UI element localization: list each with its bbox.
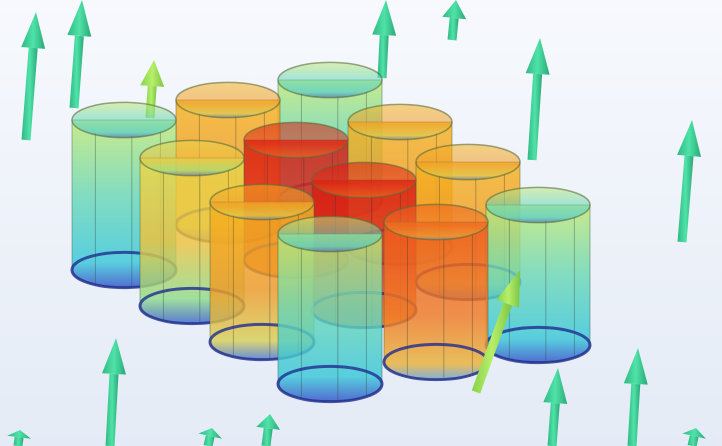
arrow-head: [256, 414, 281, 430]
flow-arrow: [372, 0, 397, 79]
arrow-shaft: [105, 373, 119, 446]
cylinder-top-cap: [209, 183, 315, 221]
cylinder-hot: [382, 203, 490, 382]
flow-arrow: [7, 430, 32, 446]
flow-arrow: [682, 428, 706, 446]
flow-arrows-front: [7, 270, 706, 446]
cylinder-top-cap: [311, 161, 417, 199]
cylinder-bottom-rim: [276, 364, 384, 404]
arrow-head: [682, 428, 706, 439]
arrow-shaft: [471, 302, 513, 394]
cylinder-top-cap: [347, 103, 453, 141]
flow-arrow: [256, 414, 281, 446]
arrow-head: [677, 120, 702, 157]
arrow-shaft: [687, 435, 699, 446]
cylinder-top-cap: [243, 121, 349, 159]
cylinder-top-cap: [71, 101, 177, 139]
arrow-head: [140, 60, 165, 87]
arrow-head: [543, 368, 568, 405]
arrow-head: [67, 0, 92, 37]
flow-arrow: [21, 12, 46, 141]
arrow-shaft: [377, 34, 389, 79]
arrow-shaft: [627, 383, 641, 446]
arrow-shaft: [21, 47, 38, 141]
flow-arrow: [67, 0, 92, 109]
cylinder-cold: [484, 186, 592, 365]
flow-arrow: [677, 120, 702, 243]
cylinder-cold: [276, 215, 384, 404]
arrow-head: [102, 338, 126, 375]
flow-arrow: [102, 338, 126, 446]
flow-arrow-highlighted: [471, 270, 520, 394]
flow-arrow: [623, 348, 648, 446]
arrow-shaft: [677, 155, 694, 243]
arrow-head: [496, 270, 520, 308]
arrow-head: [525, 38, 550, 75]
arrow-shaft: [527, 73, 543, 161]
arrow-shaft: [447, 17, 459, 41]
arrow-shaft: [69, 35, 84, 109]
cylinder-top-cap: [383, 203, 489, 241]
arrow-head: [7, 430, 32, 439]
arrow-head: [198, 428, 222, 439]
flow-arrow: [442, 0, 467, 41]
flow-arrow: [543, 368, 568, 446]
heated-cylinder-array: [70, 61, 592, 404]
arrow-head: [442, 0, 467, 20]
arrow-head: [623, 348, 648, 385]
arrow-shaft: [203, 435, 215, 446]
arrow-head: [372, 0, 397, 36]
cylinder-top-cap: [485, 186, 591, 224]
cylinder-top-cap: [277, 61, 383, 99]
arrow-shaft: [547, 402, 560, 446]
cylinder-top-cap: [175, 81, 281, 119]
arrow-shaft: [261, 427, 273, 446]
arrow-head: [21, 12, 46, 49]
cylinder-top-cap: [139, 139, 245, 177]
flow-arrow: [525, 38, 550, 161]
cylinder-top-cap: [415, 143, 521, 181]
cylinder-top-cap: [277, 215, 383, 253]
flow-arrow: [198, 428, 222, 446]
arrow-shaft: [13, 436, 24, 446]
